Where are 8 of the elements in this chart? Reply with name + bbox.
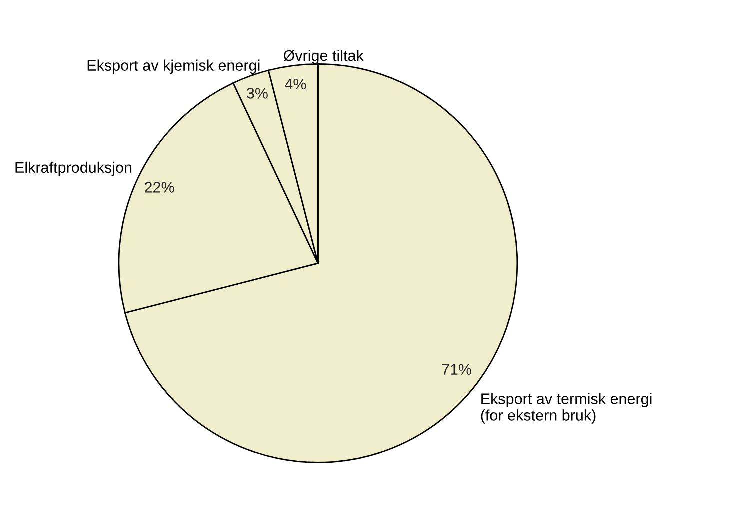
slice-label: Eksport av termisk energi (for ekstern bruk): [481, 393, 652, 424]
data-label: 3%: [247, 88, 268, 99]
data-label: 22%: [145, 182, 174, 193]
data-label: 71%: [442, 364, 472, 375]
slice-label: Øvrige tiltak: [284, 50, 364, 64]
slice-label: Eksport av kjemisk energi: [88, 60, 260, 74]
data-label: 4%: [285, 78, 306, 90]
slice-label: Elkraftproduksjon: [16, 162, 132, 176]
